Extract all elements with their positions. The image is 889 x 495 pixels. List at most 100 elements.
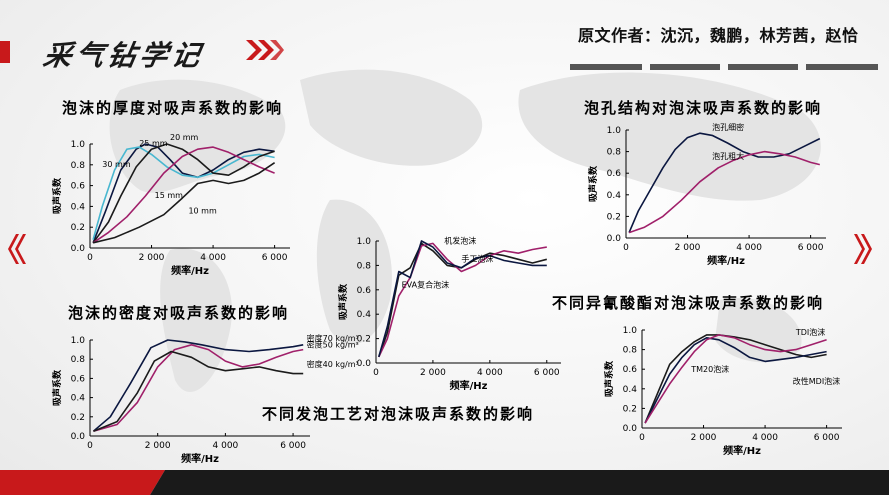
series-annotation: 机发泡沫	[444, 235, 476, 245]
series-line-0	[92, 143, 275, 244]
y-tick-label: 1.0	[71, 140, 86, 150]
chart-title-process: 不同发泡工艺对泡沫吸声系数的影响	[262, 405, 535, 423]
y-tick-label: 0.0	[71, 432, 86, 442]
series-annotation: 泡孔细密	[712, 122, 744, 132]
series-line-2	[644, 334, 827, 424]
x-tick-label: 4 000	[213, 441, 239, 451]
series-line-1	[93, 344, 304, 432]
series-annotation: 改性MDI泡沫	[793, 376, 840, 386]
y-tick-label: 0.8	[357, 261, 372, 271]
chart-process: 0.0 0.2 0.4 0.6 0.8 1.0 0 2 000 4 000 6 000 频率/Hz 吸…	[337, 235, 561, 392]
brand-logo: 采气钻学记	[40, 39, 207, 72]
y-tick-label: 0.6	[623, 365, 638, 375]
series-line-3	[92, 146, 275, 244]
y-tick-label: 0.6	[71, 374, 86, 384]
x-tick-label: 0	[87, 253, 93, 263]
header-divider	[650, 64, 720, 70]
y-tick-label: 0.6	[357, 286, 372, 296]
x-tick-label: 6 000	[280, 441, 306, 451]
series-line-0	[628, 132, 821, 233]
y-tick-label: 0.0	[357, 359, 372, 369]
double-chevron-right-icon	[246, 40, 284, 60]
x-tick-label: 0	[87, 441, 93, 451]
y-tick-label: 0.2	[71, 413, 85, 423]
y-tick-label: 0.4	[357, 310, 372, 320]
x-tick-label: 6 000	[798, 243, 824, 253]
series-annotation: 密度40 kg/m³	[307, 359, 359, 369]
y-tick-label: 1.0	[623, 326, 638, 336]
x-tick-label: 6 000	[814, 433, 840, 443]
chevron-left-icon	[8, 234, 26, 264]
author-line: 原文作者：沈沉，魏鹏，林芳茜，赵恰	[578, 26, 859, 45]
y-tick-label: 0.2	[623, 404, 637, 414]
chart-density: 0.0 0.2 0.4 0.6 0.8 1.0 0 2 000 4 000 6 000 频率/Hz 吸…	[51, 333, 359, 465]
y-tick-label: 0.4	[71, 202, 86, 212]
series-line-0	[92, 339, 304, 432]
x-axis-label: 频率/Hz	[723, 444, 761, 457]
series-annotation: TM20泡沫	[690, 364, 729, 374]
y-tick-label: 0.2	[607, 212, 621, 222]
y-axis-label: 吸声系数	[603, 360, 615, 397]
y-tick-label: 1.0	[71, 336, 86, 346]
header-divider	[728, 64, 798, 70]
y-axis-label: 吸声系数	[587, 165, 599, 202]
y-tick-label: 0.8	[71, 355, 86, 365]
x-tick-label: 2 000	[675, 243, 701, 253]
x-tick-label: 6 000	[262, 253, 288, 263]
next-slide-button[interactable]	[854, 232, 874, 266]
series-annotation: 15 mm	[155, 191, 184, 200]
x-tick-label: 2 000	[139, 253, 165, 263]
x-axis-label: 频率/Hz	[450, 379, 488, 392]
chart-title-thickness: 泡沫的厚度对吸声系数的影响	[62, 99, 284, 117]
chart-thickness: 0.0 0.2 0.4 0.6 0.8 1.0 0 2 000 4 000 6 000 频率/Hz 吸…	[51, 133, 290, 277]
y-tick-label: 0.8	[71, 161, 86, 171]
series-annotation: EVA复合泡沫	[402, 279, 450, 289]
y-axis-label: 吸声系数	[51, 369, 63, 406]
series-line-2	[93, 350, 304, 432]
x-axis-label: 频率/Hz	[171, 264, 209, 277]
x-tick-label: 2 000	[691, 433, 717, 443]
x-tick-label: 4 000	[752, 433, 778, 443]
y-tick-label: 0.4	[71, 394, 86, 404]
series-annotation: 30 mm	[102, 160, 131, 169]
series-annotation: 10 mm	[188, 207, 217, 216]
y-tick-label: 0.4	[623, 385, 638, 395]
footer-band	[0, 470, 889, 495]
series-line-4	[92, 162, 276, 244]
x-tick-label: 4 000	[477, 368, 503, 378]
y-axis-label: 吸声系数	[51, 177, 63, 214]
series-annotation: 密度50 kg/m³	[307, 340, 359, 350]
x-tick-label: 2 000	[420, 368, 446, 378]
header-accent-bar	[0, 41, 10, 63]
y-tick-label: 1.0	[357, 237, 372, 247]
y-tick-label: 0.8	[623, 346, 638, 356]
x-tick-label: 0	[639, 433, 645, 443]
x-tick-label: 4 000	[736, 243, 762, 253]
y-tick-label: 0.2	[357, 335, 371, 345]
x-tick-label: 6 000	[534, 368, 560, 378]
prev-slide-button[interactable]	[6, 232, 26, 266]
x-tick-label: 2 000	[145, 441, 171, 451]
header-divider	[570, 64, 642, 70]
chevron-right-icon	[854, 234, 872, 264]
series-line-2	[92, 143, 275, 244]
series-annotation: 20 mm	[170, 133, 199, 142]
series-annotation: 25 mm	[139, 139, 168, 148]
series-line-2	[378, 240, 547, 358]
y-tick-label: 1.0	[607, 126, 622, 136]
y-tick-label: 0.0	[623, 424, 638, 434]
y-tick-label: 0.2	[71, 223, 85, 233]
x-tick-label: 0	[623, 243, 629, 253]
y-tick-label: 0.6	[607, 169, 622, 179]
y-tick-label: 0.4	[607, 191, 622, 201]
x-axis-label: 频率/Hz	[181, 452, 219, 465]
header-divider	[806, 64, 878, 70]
series-line-1	[628, 150, 820, 234]
chart-title-pore: 泡孔结构对泡沫吸声系数的影响	[584, 99, 823, 117]
y-axis-label: 吸声系数	[337, 283, 349, 320]
series-line-1	[644, 337, 827, 424]
series-annotation: TDI泡沫	[795, 327, 825, 337]
series-line-0	[378, 242, 548, 358]
chart-title-isocyanate: 不同异氰酸酯对泡沫吸声系数的影响	[552, 294, 825, 312]
